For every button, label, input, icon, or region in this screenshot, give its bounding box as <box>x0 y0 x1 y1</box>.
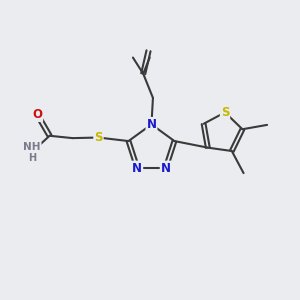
Text: NH: NH <box>23 142 41 152</box>
Text: O: O <box>32 108 42 121</box>
Text: S: S <box>221 106 229 119</box>
Text: S: S <box>94 131 103 144</box>
Text: N: N <box>161 162 171 175</box>
Text: N: N <box>146 118 157 131</box>
Text: H: H <box>28 153 36 163</box>
Text: N: N <box>132 162 142 175</box>
